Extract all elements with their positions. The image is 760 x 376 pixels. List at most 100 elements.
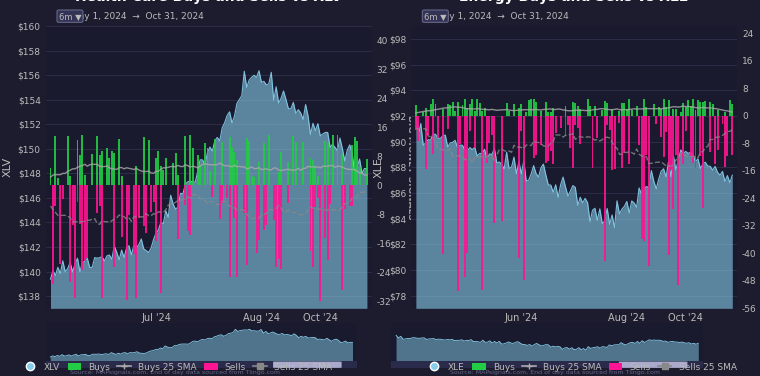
Text: BIG MONEY SIGNALS: BIG MONEY SIGNALS: [407, 115, 416, 220]
Bar: [229, 137, 230, 185]
Bar: [724, 112, 726, 116]
FancyBboxPatch shape: [273, 362, 342, 368]
Bar: [619, 116, 620, 123]
Bar: [133, 185, 135, 254]
Bar: [325, 185, 326, 238]
Bar: [135, 185, 138, 298]
FancyBboxPatch shape: [619, 362, 688, 368]
Bar: [665, 116, 667, 132]
Text: Source: MAPsignals.com, End of day data sourced from Tiingo.com: Source: MAPsignals.com, End of day data …: [70, 370, 280, 375]
Bar: [675, 116, 677, 155]
Bar: [565, 106, 566, 116]
Bar: [209, 171, 211, 185]
Y-axis label: XLV: XLV: [2, 157, 12, 177]
Bar: [77, 139, 78, 185]
Bar: [173, 163, 174, 185]
Bar: [302, 142, 304, 185]
Bar: [91, 154, 93, 185]
Bar: [341, 185, 344, 290]
Bar: [631, 110, 633, 116]
Bar: [121, 176, 122, 185]
Bar: [226, 185, 228, 198]
Bar: [189, 135, 192, 185]
Bar: [57, 177, 59, 185]
Bar: [697, 100, 699, 116]
Bar: [508, 111, 510, 116]
Bar: [415, 105, 417, 116]
Bar: [185, 185, 186, 205]
Bar: [185, 136, 186, 185]
Bar: [258, 185, 260, 240]
Bar: [577, 116, 579, 129]
Bar: [329, 185, 331, 204]
Bar: [621, 116, 623, 168]
Bar: [249, 141, 250, 185]
Bar: [648, 116, 650, 266]
Bar: [99, 185, 100, 206]
Bar: [619, 111, 620, 116]
Bar: [79, 185, 81, 224]
Bar: [277, 171, 280, 185]
Bar: [145, 185, 147, 233]
Bar: [521, 116, 522, 131]
Bar: [199, 165, 201, 185]
Bar: [555, 116, 556, 132]
Bar: [575, 103, 576, 116]
Bar: [295, 142, 296, 185]
Bar: [518, 116, 520, 258]
Bar: [677, 116, 679, 285]
Bar: [277, 185, 280, 259]
Bar: [699, 102, 701, 116]
Bar: [540, 111, 542, 116]
Bar: [699, 116, 701, 156]
Bar: [160, 166, 162, 185]
Bar: [638, 116, 640, 144]
Bar: [189, 185, 192, 235]
Bar: [280, 185, 282, 269]
Bar: [545, 116, 547, 163]
Bar: [621, 103, 623, 116]
Bar: [359, 167, 360, 185]
Bar: [415, 116, 417, 130]
Bar: [157, 151, 160, 185]
Bar: [366, 159, 368, 185]
Bar: [577, 106, 579, 116]
Bar: [255, 185, 258, 253]
Bar: [143, 185, 144, 226]
Bar: [673, 116, 674, 209]
Bar: [473, 116, 476, 148]
Bar: [163, 170, 164, 185]
Bar: [572, 116, 574, 168]
Bar: [687, 100, 689, 116]
Bar: [128, 185, 130, 215]
Bar: [559, 116, 562, 128]
Bar: [469, 104, 471, 116]
Bar: [49, 168, 52, 185]
Bar: [52, 185, 54, 284]
Bar: [319, 185, 321, 301]
Bar: [603, 102, 606, 116]
Bar: [523, 116, 525, 280]
Bar: [682, 103, 684, 116]
Bar: [689, 116, 692, 156]
Bar: [587, 99, 588, 116]
Bar: [207, 149, 208, 185]
Bar: [317, 185, 319, 198]
Bar: [275, 185, 277, 267]
Bar: [309, 185, 312, 251]
Bar: [317, 176, 319, 185]
Bar: [525, 112, 527, 116]
Bar: [653, 103, 655, 116]
Bar: [695, 110, 696, 116]
Bar: [461, 105, 464, 116]
Bar: [451, 102, 454, 116]
Bar: [575, 116, 576, 124]
Bar: [709, 116, 711, 152]
Bar: [96, 136, 98, 185]
Bar: [312, 160, 314, 185]
Bar: [309, 158, 312, 185]
Bar: [229, 185, 230, 277]
Bar: [219, 185, 220, 220]
Bar: [327, 143, 328, 185]
Bar: [731, 104, 733, 116]
